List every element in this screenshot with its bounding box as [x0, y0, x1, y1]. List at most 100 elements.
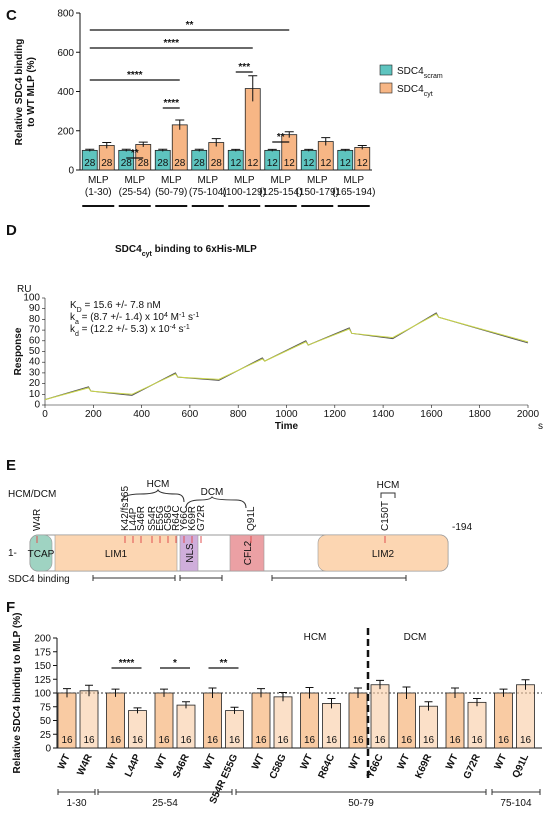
significance-label: *	[173, 658, 177, 669]
error-bar	[521, 679, 530, 690]
binding-range	[92, 575, 176, 581]
x-tick-label: 1800	[469, 409, 492, 420]
x-tick-label: (25-54)	[119, 187, 151, 198]
error-bar	[451, 687, 459, 698]
x-tick-label: WT	[105, 753, 122, 772]
region-range	[97, 789, 233, 795]
annotation-part: = 15.6 +/- 7.8 nM	[82, 300, 161, 311]
x-tick-label: 1600	[420, 409, 443, 420]
y-axis-label: to WT MLP (%)	[26, 57, 37, 127]
significance-label: ****	[127, 70, 143, 81]
binding-label: SDC4 binding	[8, 574, 70, 585]
n-label: 28	[194, 158, 206, 169]
n-label: 16	[520, 735, 532, 746]
error-bar	[138, 141, 148, 147]
x-tick-label: Q91L	[511, 753, 532, 780]
x-tick-label: WT	[56, 753, 73, 772]
x-tick-label: WT	[299, 753, 316, 772]
y-tick-label: 50	[40, 716, 52, 727]
region-range	[235, 789, 487, 795]
y-tick-label: 70	[29, 325, 41, 336]
significance-label: **	[131, 148, 139, 159]
x-tick-label: MLP	[270, 175, 291, 186]
x-tick-label: G72R	[462, 752, 483, 781]
n-label: 28	[121, 158, 133, 169]
n-label: 12	[357, 158, 369, 169]
x-tick-label: WT	[250, 753, 267, 772]
annotation-part: -1	[184, 324, 190, 331]
error-bar	[133, 707, 142, 714]
mutation-label: Q91L	[246, 506, 257, 531]
n-label: 12	[247, 158, 259, 169]
error-bar	[279, 691, 287, 702]
annotation: ka = (8.7 +/- 1.4) x 104 M-1 s-1	[70, 312, 199, 326]
x-tick-label: 1400	[372, 409, 395, 420]
y-tick-label: 200	[57, 126, 74, 137]
domain	[179, 534, 199, 572]
start-label: 1-	[8, 548, 17, 559]
x-tick-label: C58G	[268, 752, 289, 781]
error-bar	[424, 701, 433, 711]
mutation-label: G72R	[196, 505, 207, 531]
x-tick-label: MLP	[161, 175, 182, 186]
x-tick-label: WT	[202, 753, 219, 772]
x-tick-label: MLP	[197, 175, 218, 186]
n-label: 16	[401, 735, 413, 746]
n-label: 28	[174, 158, 186, 169]
y-axis-label: Relative SDC4 binding to MLP (%)	[12, 613, 23, 774]
error-bar	[357, 144, 367, 150]
x-tick-label: (75-104)	[189, 187, 227, 198]
binding-range	[179, 575, 223, 581]
error-bar	[257, 688, 265, 698]
y-tick-label: 0	[34, 400, 40, 411]
y-tick-label: 0	[45, 744, 51, 755]
x-tick-label: MLP	[307, 175, 328, 186]
y-tick-label: 90	[29, 303, 41, 314]
error-bar	[499, 688, 508, 697]
error-bar	[194, 148, 204, 152]
n-label: 16	[132, 735, 144, 746]
group-label: HCM	[304, 632, 327, 643]
x-tick-label: S46R	[171, 752, 192, 780]
x-tick-label: (125-154)	[259, 187, 302, 198]
n-label: 16	[352, 735, 364, 746]
chart-title-part: cyt	[142, 251, 153, 258]
legend-name: SDC4	[397, 84, 424, 95]
annotation-part: s	[185, 312, 193, 323]
region-label: 75-104	[500, 798, 532, 809]
error-bar	[340, 148, 350, 152]
n-label: 16	[277, 735, 289, 746]
x-tick-label: 200	[85, 409, 102, 420]
disease-label: DCM	[201, 487, 224, 498]
significance-label: ***	[238, 62, 250, 73]
y-tick-label: 150	[34, 661, 51, 672]
error-bar	[121, 148, 131, 152]
domain	[317, 534, 449, 572]
y-axis-label: Relative SDC4 binding	[14, 39, 25, 146]
mutation-label: K42/fs165	[120, 486, 131, 531]
annotation-part: = (12.2 +/- 5.3) x 10	[79, 324, 170, 335]
y-tick-label: 800	[57, 9, 74, 20]
mutation-label: C58G	[163, 505, 174, 531]
mutation-label: K69R	[187, 506, 198, 531]
x-unit: s	[538, 421, 543, 432]
n-label: 16	[207, 735, 219, 746]
annotation: kd = (12.2 +/- 5.3) x 10-4 s-1	[70, 324, 190, 338]
region-label: 50-79	[348, 798, 374, 809]
annotation-part: -1	[193, 312, 199, 319]
panel-label: E	[6, 457, 16, 474]
n-label: 28	[211, 158, 223, 169]
n-label: 12	[340, 158, 352, 169]
n-label: 16	[423, 735, 435, 746]
n-label: 16	[498, 735, 510, 746]
region-range	[57, 789, 96, 795]
x-tick-label: WT	[153, 753, 170, 772]
error-bar	[85, 148, 95, 152]
region-range	[491, 789, 541, 795]
error-bar	[158, 148, 168, 152]
x-tick-label: MLP	[124, 175, 145, 186]
error-bar	[63, 688, 71, 698]
legend-sub: cyt	[424, 91, 433, 98]
chart-title-part: SDC4	[115, 244, 142, 255]
